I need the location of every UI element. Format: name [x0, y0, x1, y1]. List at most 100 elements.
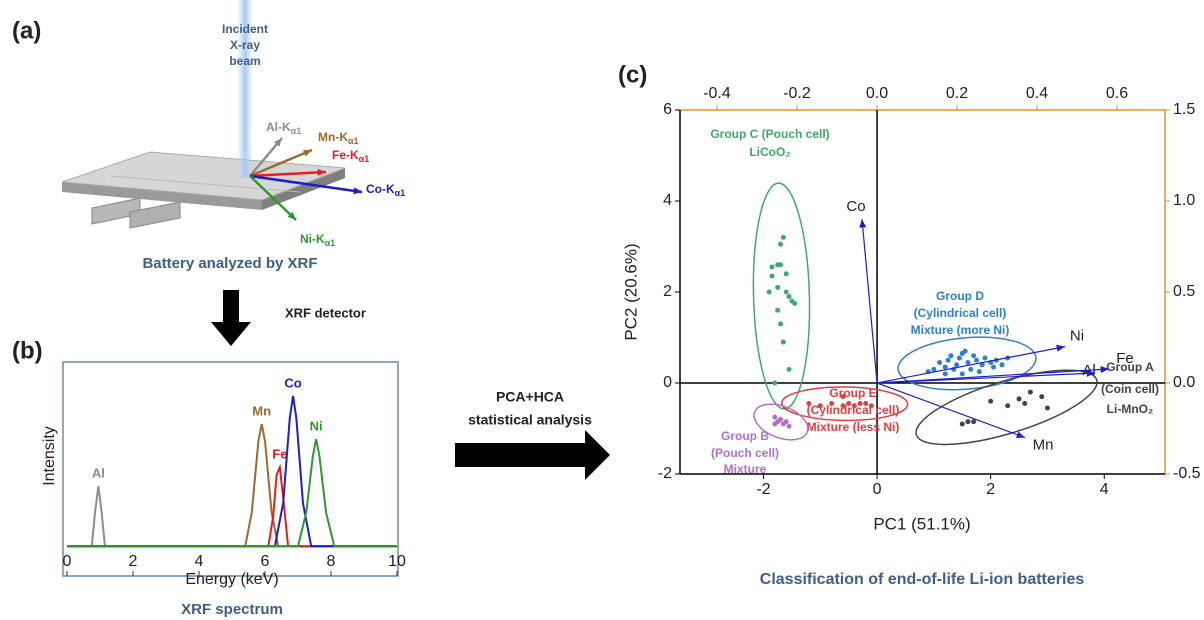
loading-label: Fe [1116, 350, 1134, 367]
chart-caption: XRF spectrum [181, 601, 283, 618]
analysis-label: PCA+HCA [496, 389, 564, 405]
data-point [1039, 394, 1045, 400]
down-arrow [211, 290, 251, 346]
data-point [976, 369, 982, 375]
x2tick-label: 0.2 [946, 85, 968, 102]
beam-text: X-ray [230, 38, 260, 52]
data-point [769, 264, 775, 270]
data-point [778, 262, 784, 268]
data-point [988, 398, 994, 404]
data-point [931, 366, 937, 372]
emission-text: Co-K [366, 182, 395, 196]
arrow-head [1056, 344, 1065, 352]
y2tick-label: 1.0 [1173, 192, 1195, 209]
arrow-head [859, 219, 867, 228]
arrow-head [317, 168, 326, 176]
xtick-label: 0 [873, 481, 882, 498]
data-point [999, 362, 1005, 368]
data-point [971, 353, 977, 359]
arrow-head [1016, 431, 1025, 439]
emission-label: Mn-Kα1 [318, 130, 359, 146]
y-axis-label: PC2 (20.6%) [621, 243, 640, 340]
arrow-head [273, 138, 282, 147]
x2tick-label: -0.4 [703, 85, 731, 102]
emission-sub: α1 [348, 136, 359, 146]
group-label: LiCoO₂ [749, 145, 790, 159]
data-point [982, 355, 988, 361]
arrow-head [303, 149, 312, 157]
ytick-label: -2 [658, 465, 672, 482]
emission-sub: α1 [291, 126, 302, 136]
emission-label: Co-Kα1 [366, 182, 405, 198]
emission-arrow [249, 148, 313, 178]
battery [61, 151, 346, 229]
spectrum-line [67, 485, 397, 548]
data-point [990, 364, 996, 370]
data-point [971, 419, 977, 425]
arrow-head [1086, 369, 1095, 377]
loading-arrow [876, 346, 1066, 384]
emission-sub: α1 [325, 238, 336, 248]
data-point [772, 421, 778, 427]
x2tick-label: 0.0 [866, 85, 888, 102]
data-point [780, 234, 786, 240]
x-tick-label: 8 [327, 553, 336, 570]
data-point [965, 360, 971, 366]
data-point [948, 353, 954, 359]
ytick-label: 0 [663, 374, 672, 391]
data-point [829, 400, 835, 406]
emission-arrow [249, 170, 327, 178]
data-point [846, 400, 852, 406]
data-point [772, 414, 778, 420]
xtick-label: 2 [986, 481, 995, 498]
data-point [786, 294, 792, 300]
group-label: (Cylindrical cell) [914, 306, 1007, 320]
y2tick-label: 0.5 [1173, 283, 1195, 300]
loading-label: Co [846, 198, 865, 215]
x-tick-label: 0 [63, 553, 72, 570]
data-point [1005, 403, 1011, 409]
group-label: Li-MnO₂ [1107, 402, 1154, 416]
group-label: (Coin cell) [1101, 382, 1159, 396]
data-point [954, 362, 960, 368]
group-ellipse [915, 369, 1098, 446]
data-point [868, 403, 874, 409]
emission-text: Al-K [266, 120, 291, 134]
panel-label: (a) [12, 17, 41, 44]
data-point [780, 339, 786, 345]
data-point [959, 371, 965, 377]
data-point [840, 394, 846, 400]
data-point [973, 357, 979, 363]
emission-arrow [249, 174, 363, 194]
peak-label: Ni [310, 419, 323, 434]
loading-arrow [861, 219, 878, 384]
loading-arrow [876, 382, 1026, 439]
data-point [937, 360, 943, 366]
emission-label: Fe-Kα1 [332, 148, 369, 164]
data-point [778, 416, 784, 422]
data-point [956, 355, 962, 361]
emission-label: Al-Kα1 [266, 120, 301, 136]
y2tick-label: -0.5 [1173, 465, 1201, 482]
data-point [851, 403, 857, 409]
loading-label: Mn [1033, 437, 1054, 454]
arrow-head [1100, 365, 1109, 373]
peak-label: Fe [272, 447, 287, 462]
group-label: (Cylindrical cell) [807, 403, 900, 417]
xray-beam [238, 0, 252, 178]
ytick-label: 2 [663, 283, 672, 300]
emission-text: Ni-K [300, 232, 325, 246]
data-point [786, 423, 792, 429]
spectrum-line [67, 438, 397, 548]
ytick-label: 4 [663, 192, 672, 209]
arrow-head [287, 211, 296, 220]
chart-caption: Classification of end-of-life Li-ion bat… [760, 571, 1085, 588]
spectrum-line [67, 463, 397, 548]
panel-label: (c) [618, 61, 647, 88]
data-point [806, 400, 812, 406]
x-axis-label: Energy (keV) [185, 571, 278, 588]
spectrum-line [67, 395, 397, 548]
xtick-label: 4 [1100, 481, 1109, 498]
data-point [1016, 396, 1022, 402]
emission-sub: α1 [395, 188, 406, 198]
